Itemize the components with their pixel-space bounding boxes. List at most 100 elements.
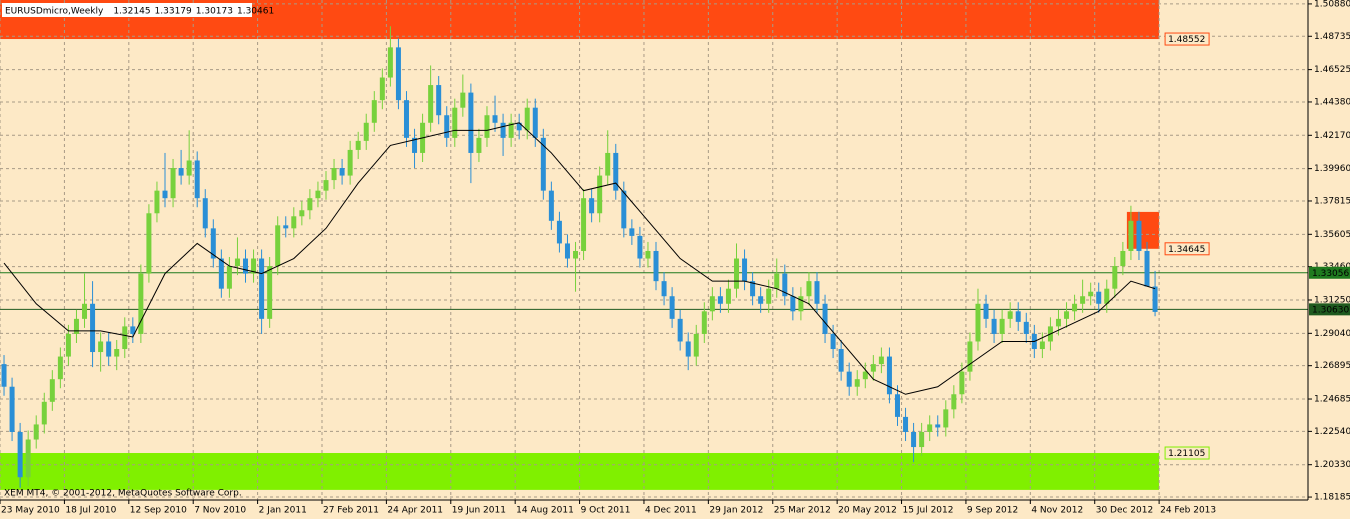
x-tick-label: 18 Jul 2010: [65, 506, 116, 516]
y-tick-label: 1.48735: [1314, 32, 1350, 42]
candle-body: [98, 341, 104, 353]
candle-body: [106, 341, 112, 357]
candle-body: [782, 273, 788, 297]
y-tick-label: 1.39960: [1314, 164, 1350, 174]
header-value: 1.33179: [155, 6, 192, 16]
y-tick-label: 1.24685: [1314, 395, 1350, 405]
y-tick-label: 1.29040: [1314, 329, 1350, 339]
candle-body: [218, 258, 224, 289]
candle-body: [734, 258, 740, 289]
candle-body: [1088, 291, 1094, 297]
candle-body: [1080, 296, 1086, 304]
candle-body: [186, 160, 192, 176]
candle-body: [999, 318, 1005, 334]
y-tick-label: 1.20330: [1314, 460, 1350, 470]
x-tick-label: 30 Dec 2012: [1096, 506, 1154, 516]
candle-body: [468, 92, 474, 153]
candle-body: [854, 379, 860, 387]
x-tick-label: 25 Mar 2012: [774, 506, 831, 516]
candle-body: [403, 100, 409, 138]
candle-body: [154, 190, 160, 214]
candle-body: [886, 356, 892, 395]
candle-body: [919, 431, 925, 448]
candle-body: [669, 296, 675, 319]
header-value: 1.32145: [113, 6, 150, 16]
header-value: EURUSDmicro,Weekly: [5, 6, 104, 16]
x-tick-label: 23 May 2010: [1, 506, 60, 516]
candle-body: [202, 198, 208, 229]
level-label: 1.33056: [1312, 269, 1349, 279]
candle-body: [65, 333, 71, 357]
candle-body: [959, 371, 965, 395]
candle-body: [162, 190, 168, 199]
candle-body: [661, 281, 667, 297]
candle-body: [444, 115, 450, 138]
zone: [0, 453, 1160, 490]
candle-body: [556, 220, 562, 244]
x-tick-label: 12 Sep 2010: [130, 506, 187, 516]
candle-body: [363, 122, 369, 141]
candle-body: [484, 115, 490, 138]
moving-average: [3, 122, 1156, 395]
candle-body: [251, 258, 257, 274]
candle-body: [395, 47, 401, 101]
candle-body: [589, 198, 595, 214]
x-tick-label: 24 Feb 2013: [1160, 506, 1216, 516]
candle-body: [508, 122, 514, 138]
candle-body: [878, 356, 884, 365]
candle-body: [452, 107, 458, 138]
candle-body: [806, 281, 812, 297]
candle-body: [774, 273, 780, 289]
candle-body: [822, 303, 828, 334]
candle-body: [355, 140, 361, 150]
candle-body: [331, 168, 337, 181]
candle-body: [717, 296, 723, 304]
candle-body: [122, 326, 128, 350]
y-tick-label: 1.42170: [1314, 131, 1350, 141]
header-box: [2, 3, 252, 17]
candle-body: [339, 168, 345, 176]
candle-body: [476, 137, 482, 153]
candle-body: [243, 258, 249, 274]
candle-body: [299, 210, 305, 217]
candle-body: [49, 379, 55, 402]
candle-body: [371, 100, 377, 123]
candle-body: [548, 190, 554, 221]
candle-body: [412, 137, 418, 153]
candle-body: [621, 190, 627, 229]
candle-body: [1007, 311, 1013, 319]
candle-body: [1072, 303, 1078, 312]
candle-body: [903, 416, 909, 432]
candle-body: [1039, 341, 1045, 350]
candle-body: [234, 258, 240, 267]
candle-body: [1120, 250, 1126, 267]
y-tick-label: 1.26895: [1314, 361, 1350, 371]
candle-body: [25, 439, 31, 478]
x-tick-label: 20 May 2012: [838, 506, 897, 516]
candle-body: [130, 326, 136, 334]
candle-body: [1136, 220, 1142, 251]
y-tick-label: 1.46525: [1314, 65, 1350, 75]
candle-body: [975, 303, 981, 342]
candle-body: [57, 356, 63, 380]
y-tick-label: 1.35605: [1314, 230, 1350, 240]
candle-body: [1055, 318, 1061, 327]
candle-body: [725, 288, 731, 304]
zone-label: 1.34645: [1168, 245, 1205, 255]
x-tick-label: 29 Jan 2012: [709, 506, 763, 516]
y-tick-label: 1.37815: [1314, 196, 1350, 206]
candle-body: [653, 250, 659, 282]
candle-body: [605, 152, 611, 176]
candle-body: [693, 333, 699, 357]
candle-body: [540, 137, 546, 191]
candle-body: [82, 303, 88, 319]
candle-body: [210, 228, 216, 259]
candle-body: [178, 168, 184, 176]
candle-body: [1015, 311, 1021, 322]
candle-body: [1128, 220, 1134, 251]
zone-label-box: [1164, 32, 1210, 46]
candle-body: [951, 394, 957, 410]
x-tick-label: 19 Jun 2011: [452, 506, 506, 516]
candle-body: [500, 122, 506, 138]
